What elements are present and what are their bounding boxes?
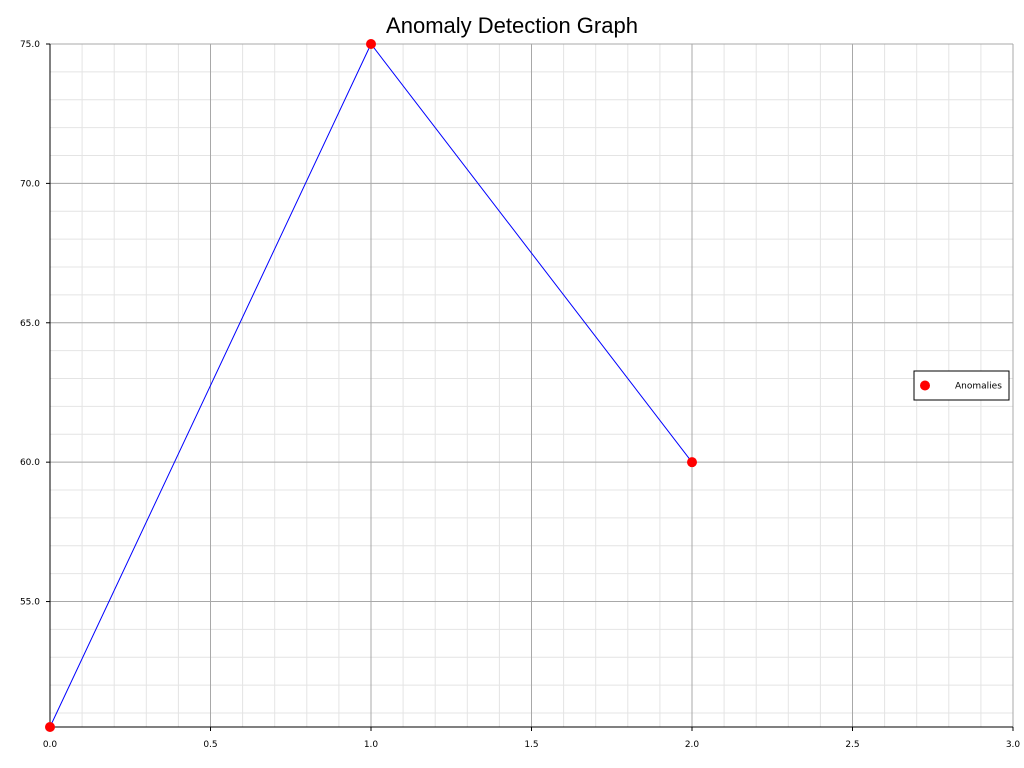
x-tick-label: 2.5 [845,740,859,750]
tick-labels: 0.0 0.5 1.0 1.5 2.0 2.5 3.0 55.0 60.0 65.0 70.0 75.… [20,40,1020,750]
x-tick-label: 3.0 [1006,740,1021,750]
x-tick-label: 1.0 [364,740,379,750]
anomaly-point [366,39,376,49]
legend: Anomalies [913,370,1010,401]
x-tick-label: 2.0 [685,740,700,750]
y-tick-label: 75.0 [20,40,40,50]
y-tick-label: 65.0 [20,319,40,329]
y-tick-label: 70.0 [20,179,40,189]
legend-label: Anomalies [955,382,1002,392]
x-tick-label: 0.5 [203,740,217,750]
chart-title: Anomaly Detection Graph [386,13,638,38]
anomaly-point [687,457,697,468]
x-tick-label: 0.0 [43,740,58,750]
legend-marker [920,380,930,391]
y-tick-label: 55.0 [20,598,40,608]
legend-box [913,370,1010,401]
anomaly-point [45,722,55,732]
y-tick-label: 60.0 [20,458,40,468]
x-tick-label: 1.5 [524,740,538,750]
series-layer [45,39,697,732]
